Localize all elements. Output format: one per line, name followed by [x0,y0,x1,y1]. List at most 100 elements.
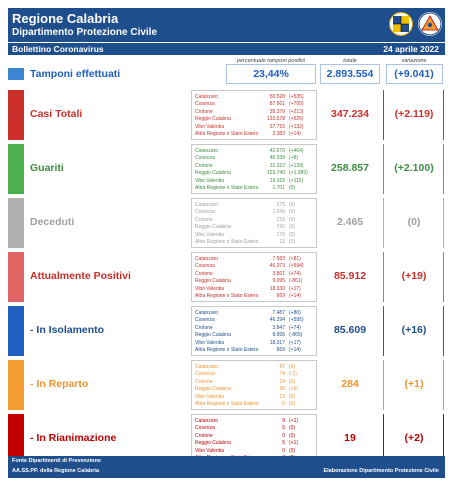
province-name: Catanzaro [195,202,219,208]
casi-variation: (+2.119) [394,108,434,120]
province-value: 0 [282,401,285,407]
province-value: 669 [276,347,285,353]
province-name: Cosenza [195,317,215,324]
isolamento-label: - In Isolamento [30,324,105,336]
reparto-total: 284 [341,378,359,390]
reparto-section: - In Reparto Catanzaro 87 (0) Cosenza 74 (-1) C… [8,360,445,410]
guariti-variation: (+2.100) [394,162,434,174]
province-value: 669 [276,293,285,299]
province-name: Cosenza [195,371,215,378]
variation-column-label: variazione [401,58,427,64]
province-delta: (+525) [289,116,304,123]
province-delta: (+132) [289,123,304,130]
province-delta: (0) [289,364,296,370]
deceduti-label: Deceduti [30,216,75,228]
province-name: Catanzaro [195,310,219,316]
province-name: Vibo Valentia [195,285,225,292]
province-name: Catanzaro [195,94,219,100]
positivi-section: Attualmente Positivi Catanzaro 7.583 (+81) C… [8,252,445,302]
header-bar: Regione Calabria Dipartimento Protezione… [8,8,445,42]
province-delta: (+8) [289,155,299,162]
tamponi-variation: (+9.041) [394,68,434,80]
province-value: 1.701 [272,185,285,191]
guariti-color-marker [8,144,24,194]
province-name: Altra Regione o Stato Estero [195,239,259,245]
province-name: Crotone [195,378,213,385]
province-row: Catanzaro 50.528 (+535) [195,94,315,101]
province-delta: (0) [289,425,296,432]
footer-credit: Elaborazione Dipartimento Protezione Civ… [323,468,439,474]
isolamento-color-marker [8,306,24,356]
province-value: 19.315 [269,177,285,184]
tamponi-variation-box [386,64,443,84]
province-row: Cosenza 87.661 (+700) [195,101,315,108]
guariti-section: Guariti Catanzaro 42.670 (+464) Cosenza 40.33… [8,144,445,194]
province-delta: (+213) [289,108,304,115]
department-subtitle: Dipartimento Protezione Civile [12,27,158,38]
province-name: Catanzaro [195,364,219,370]
province-name: Vibo Valentia [195,339,225,346]
province-value: 9 [282,418,285,424]
positivi-label: Attualmente Positivi [30,270,131,282]
province-row: Cosenza 46.373 (+594) [195,263,315,270]
protezione-civile-logo-icon [418,12,442,36]
positivi-variation: (+19) [401,270,427,282]
province-value: 3.861 [272,270,285,277]
province-name: Altra Regione o Stato Estero [195,131,259,137]
guariti-total: 258.857 [331,162,369,174]
province-delta: (+81) [289,256,301,262]
province-name: Cosenza [195,155,215,162]
province-value: 133.578 [266,116,285,123]
province-value: 40.339 [269,155,285,162]
province-row: Reggio Calabria 9.095 (-861) [195,278,315,285]
province-value: 74 [279,371,285,378]
province-value: 87 [279,364,285,370]
province-name: Crotone [195,432,213,439]
province-value: 13 [279,393,285,400]
province-name: Vibo Valentia [195,123,225,130]
province-row: Catanzaro 7.487 (+80) [195,310,315,317]
positivi-total: 85.912 [333,270,367,282]
province-delta: (0) [289,231,296,238]
isolamento-total: 85.609 [333,324,367,336]
province-row: Vibo Valentia 19.315 (+115) [195,178,315,185]
guariti-province-list: Catanzaro 42.670 (+464) Cosenza 40.339 (+8) Cr… [191,144,317,194]
footer-bar: Fonte Dipartimenti di Prevenzione AA.SS.… [8,456,445,478]
footer-asp: AA.SS.PP. della Regione Calabria [12,468,100,474]
province-name: Vibo Valentia [195,393,225,400]
province-name: Reggio Calabria [195,386,231,393]
province-delta: (+14) [289,347,301,353]
reparto-color-marker [8,360,24,410]
casi-color-marker [8,90,24,140]
deceduti-province-list: Catanzaro 275 (0) Cosenza 1.049 (0) Crotone 216… [191,198,317,248]
deceduti-total: 2.465 [336,216,364,228]
bulletin-date: 24 aprile 2022 [383,44,439,54]
province-delta: (+74) [289,324,301,331]
province-row: Vibo Valentia 18.330 (+17) [195,286,315,293]
tamponi-label: Tamponi effettuati [30,68,121,80]
province-delta: (+535) [289,94,304,100]
province-value: 37.715 [269,123,285,130]
province-value: 3.847 [272,324,285,331]
calabria-crest-icon [389,12,413,36]
region-title: Regione Calabria [12,11,119,26]
province-delta: (0) [289,393,296,400]
province-value: 2.383 [272,131,285,137]
province-name: Altra Regione o Stato Estero [195,293,259,299]
province-name: Cosenza [195,425,215,432]
province-delta: (-1) [289,371,297,378]
province-value: 0 [282,447,285,454]
province-delta: (+1) [289,440,299,447]
province-value: 7.487 [272,310,285,316]
province-value: 50.528 [269,94,285,100]
province-row: Altra Regione o Stato Estero 669 (+14) [195,347,315,354]
province-value: 96 [279,386,285,393]
section-divider [443,198,444,248]
province-row: Reggio Calabria 96 (+2) [195,386,315,393]
province-value: 123.740 [266,170,285,177]
province-name: Catanzaro [195,418,219,424]
province-name: Cosenza [195,263,215,270]
province-row: Reggio Calabria 133.578 (+525) [195,116,315,123]
positivi-color-marker [8,252,24,302]
province-row: Catanzaro 87 (0) [195,364,315,371]
